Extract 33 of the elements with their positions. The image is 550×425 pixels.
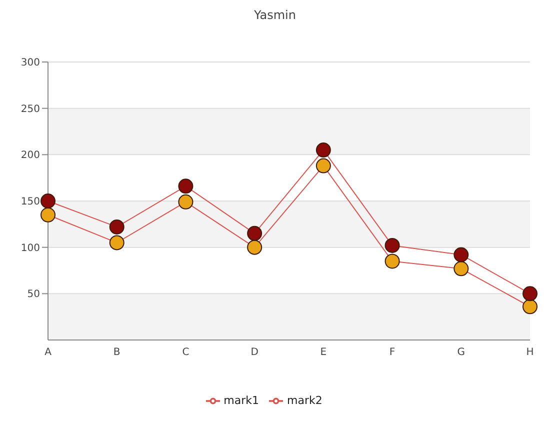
x-tick-label: F bbox=[389, 347, 396, 358]
y-tick-label: 150 bbox=[20, 196, 40, 208]
point bbox=[454, 247, 469, 262]
point bbox=[454, 261, 469, 276]
point bbox=[316, 142, 331, 158]
chart-title: Yasmin bbox=[253, 8, 297, 24]
x-tick-label: A bbox=[44, 347, 52, 358]
x-tick-label: C bbox=[182, 347, 190, 358]
point bbox=[522, 299, 538, 314]
point bbox=[178, 178, 194, 194]
point bbox=[522, 286, 538, 302]
point bbox=[316, 158, 331, 174]
y-tick-label: 200 bbox=[20, 150, 40, 162]
x-tick-label: D bbox=[250, 347, 259, 358]
point bbox=[40, 207, 56, 222]
point bbox=[247, 240, 262, 255]
point bbox=[40, 194, 56, 208]
y-tick-label: 250 bbox=[20, 104, 40, 115]
x-tick-label: E bbox=[320, 347, 327, 358]
legend-label: mark2 bbox=[287, 394, 322, 408]
point bbox=[384, 254, 400, 269]
point bbox=[178, 194, 194, 210]
x-tick-label: H bbox=[526, 347, 534, 358]
x-tick-label: B bbox=[113, 347, 120, 358]
y-tick-label: 50 bbox=[27, 289, 40, 300]
legend-label: mark1 bbox=[224, 394, 259, 408]
point bbox=[384, 238, 400, 253]
x-tick-label: G bbox=[457, 347, 466, 358]
point bbox=[109, 235, 124, 250]
y-tick-label: 300 bbox=[20, 58, 40, 69]
point bbox=[247, 226, 262, 241]
y-tick-label: 100 bbox=[20, 242, 40, 254]
point bbox=[109, 219, 124, 234]
